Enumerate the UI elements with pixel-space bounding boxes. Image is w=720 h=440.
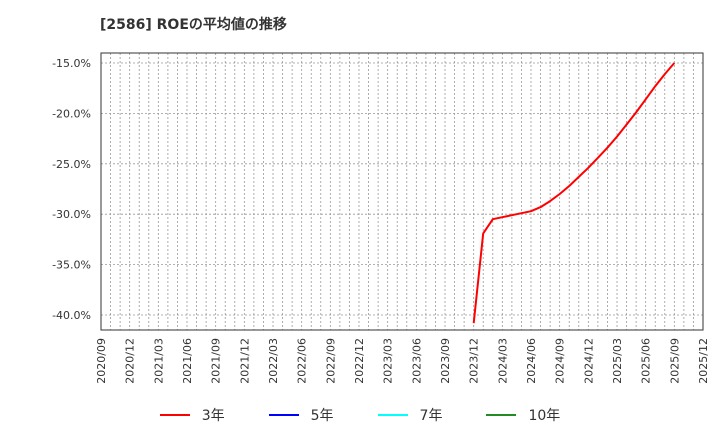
x-tick-label: 2023/03 <box>382 338 395 384</box>
x-tick-label: 2025/06 <box>640 338 653 384</box>
y-tick-label: -40.0% <box>52 309 91 322</box>
grid-lines <box>101 53 703 330</box>
x-tick-label: 2022/06 <box>296 338 309 384</box>
x-tick-label: 2020/12 <box>124 338 137 384</box>
x-tick-label: 2021/09 <box>210 338 223 384</box>
x-tick-label: 2021/03 <box>152 338 165 384</box>
chart-title: [2586] ROEの平均値の推移 <box>100 17 287 33</box>
x-tick-label: 2022/09 <box>324 338 337 384</box>
legend-item-5y: 5年 <box>268 405 334 425</box>
x-tick-label: 2023/12 <box>468 338 481 384</box>
x-axis: 2020/09 2020/12 2021/03 2021/06 2021/09 2021/… <box>95 338 710 384</box>
x-tick-label: 2023/06 <box>410 338 423 384</box>
legend-item-3y: 3年 <box>159 405 225 425</box>
y-tick-label: -30.0% <box>52 208 91 221</box>
y-tick-label: -35.0% <box>52 259 91 272</box>
y-tick-label: -20.0% <box>52 107 91 120</box>
line-chart: -15.0% -20.0% -25.0% -30.0% -35.0% -40.0% 202… <box>52 52 710 384</box>
y-tick-label: -15.0% <box>52 57 91 70</box>
y-axis: -15.0% -20.0% -25.0% -30.0% -35.0% -40.0% <box>52 57 91 322</box>
x-tick-label: 2024/12 <box>582 338 595 384</box>
x-tick-label: 2021/12 <box>238 338 251 384</box>
x-tick-label: 2025/03 <box>611 338 624 384</box>
legend-swatch-5y <box>268 414 299 416</box>
plot-frame <box>100 52 704 331</box>
legend-swatch-10y <box>486 414 517 416</box>
x-tick-label: 2024/06 <box>525 338 538 384</box>
legend-label: 10年 <box>528 408 561 424</box>
x-tick-label: 2025/09 <box>668 338 681 384</box>
x-tick-label: 2024/09 <box>554 338 567 384</box>
x-tick-label: 2025/12 <box>697 338 710 384</box>
series-lines <box>472 62 676 324</box>
legend-swatch-7y <box>377 414 408 416</box>
x-tick-label: 2024/03 <box>496 338 509 384</box>
legend-item-7y: 7年 <box>377 405 443 425</box>
x-tick-label: 2021/06 <box>181 338 194 384</box>
x-tick-label: 2022/03 <box>267 338 280 384</box>
y-tick-label: -25.0% <box>52 158 91 171</box>
legend: 3年 5年 7年 10年 <box>0 405 720 425</box>
x-tick-label: 2020/09 <box>95 338 108 384</box>
legend-item-10y: 10年 <box>486 405 560 425</box>
legend-label: 5年 <box>310 408 334 424</box>
legend-label: 3年 <box>201 408 225 424</box>
legend-label: 7年 <box>419 408 443 424</box>
x-tick-label: 2022/12 <box>353 338 366 384</box>
x-tick-label: 2023/09 <box>439 338 452 384</box>
legend-swatch-3y <box>159 414 190 416</box>
series-line-3年 <box>472 62 676 324</box>
